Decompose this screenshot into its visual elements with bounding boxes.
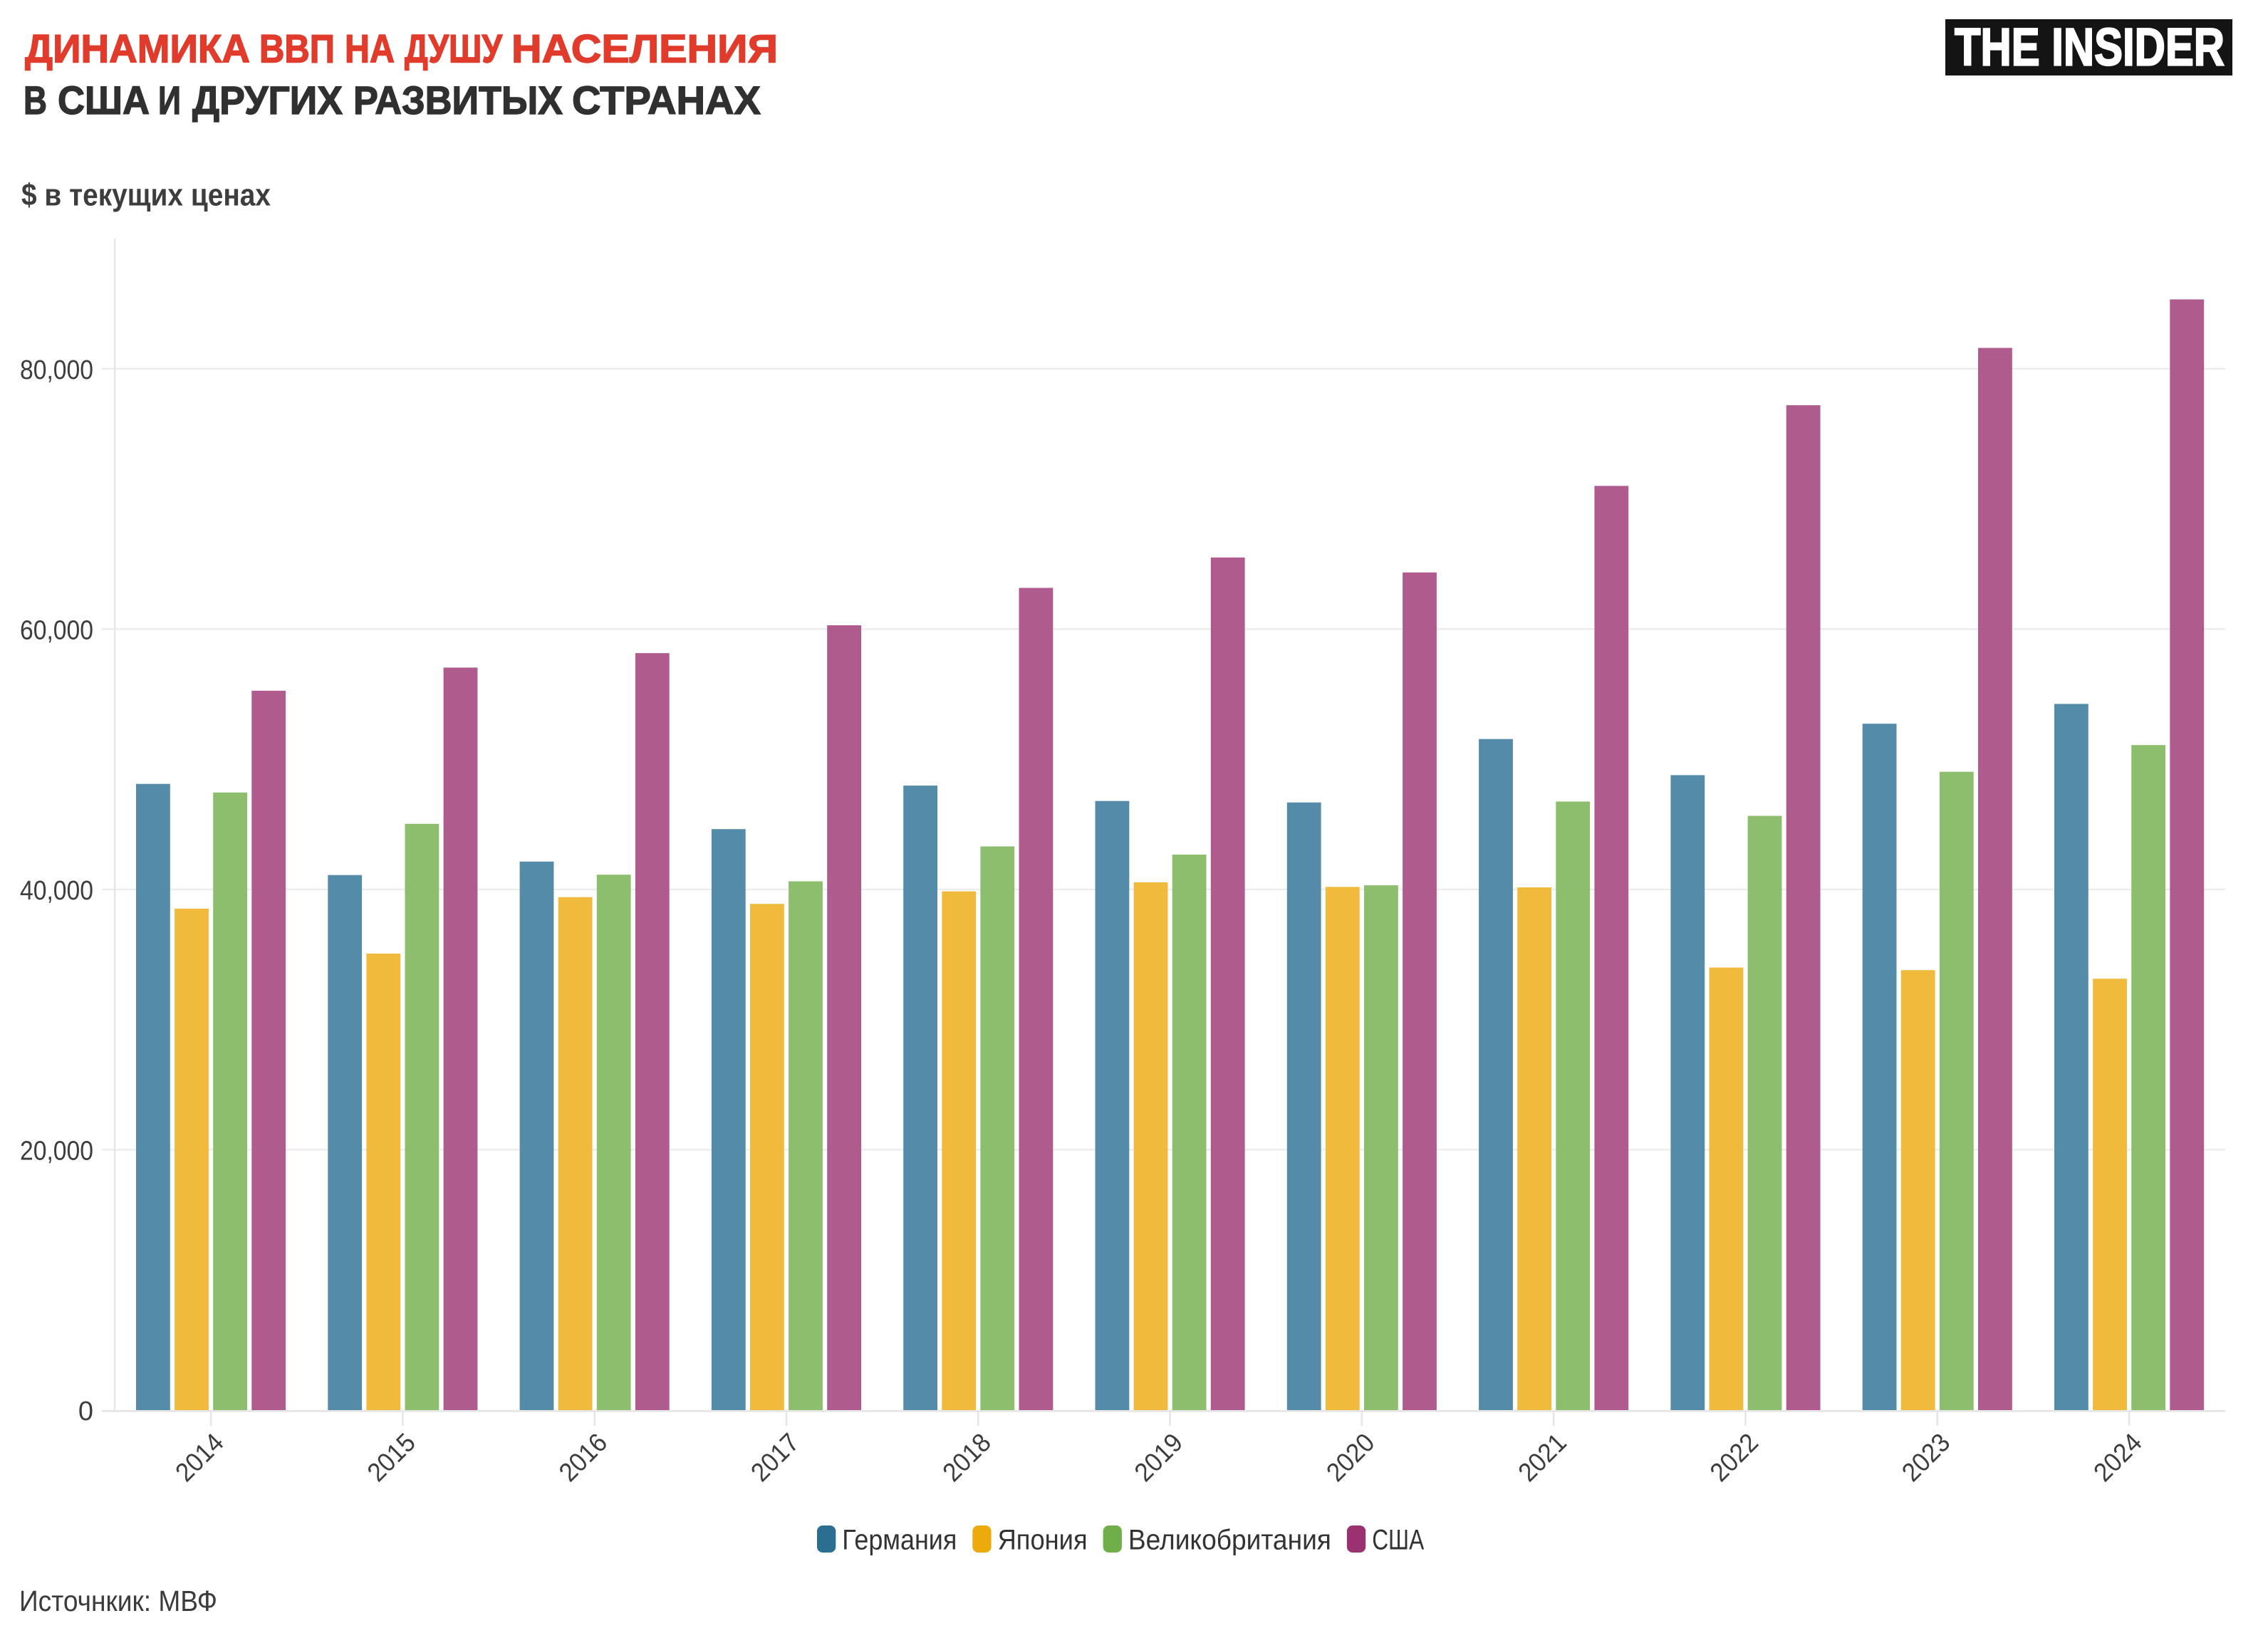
svg-text:Великобритания: Великобритания xyxy=(1128,1525,1331,1556)
svg-text:Источнкик: МВФ: Источнкик: МВФ xyxy=(19,1585,217,1617)
svg-text:$ в текущих ценах: $ в текущих ценах xyxy=(21,179,271,213)
svg-text:В: В xyxy=(24,78,47,122)
svg-text:ВВП: ВВП xyxy=(259,26,335,71)
svg-text:40,000: 40,000 xyxy=(20,876,93,906)
svg-text:ДРУГИХ: ДРУГИХ xyxy=(192,78,343,122)
svg-text:США: США xyxy=(58,78,150,122)
svg-text:США: США xyxy=(1372,1525,1424,1556)
svg-text:НА: НА xyxy=(345,26,395,71)
svg-text:ДУШУ: ДУШУ xyxy=(405,26,503,71)
svg-text:РАЗВИТЫХ: РАЗВИТЫХ xyxy=(353,78,563,122)
svg-text:И: И xyxy=(158,78,181,122)
svg-text:80,000: 80,000 xyxy=(20,355,93,385)
svg-text:ДИНАМИКА: ДИНАМИКА xyxy=(25,26,250,71)
svg-text:НАСЕЛЕНИЯ: НАСЕЛЕНИЯ xyxy=(511,26,778,71)
svg-text:Германия: Германия xyxy=(842,1525,957,1556)
svg-text:20,000: 20,000 xyxy=(20,1136,93,1166)
svg-text:60,000: 60,000 xyxy=(20,615,93,645)
svg-text:СТРАНАХ: СТРАНАХ xyxy=(572,78,761,122)
svg-text:Япония: Япония xyxy=(998,1525,1088,1556)
svg-text:THE INSIDER: THE INSIDER xyxy=(1955,18,2225,77)
svg-text:0: 0 xyxy=(78,1397,93,1426)
